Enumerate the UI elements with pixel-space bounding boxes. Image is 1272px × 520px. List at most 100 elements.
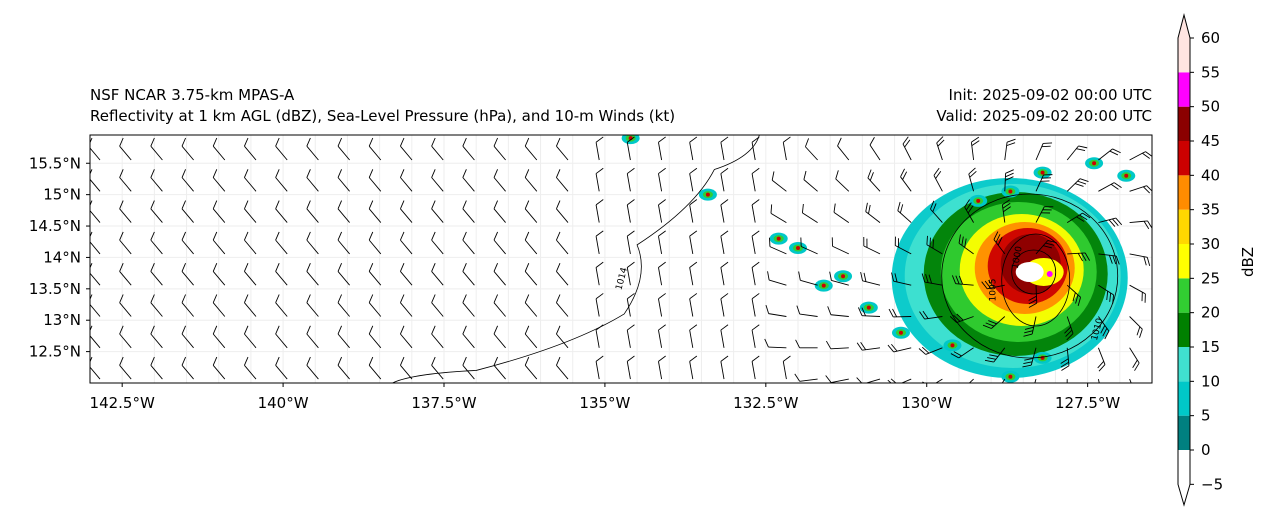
isobar-1005 xyxy=(1001,233,1071,327)
barb-shaft xyxy=(658,298,663,317)
barb-flag xyxy=(306,294,311,303)
barb-shaft xyxy=(150,365,163,380)
barb-flag xyxy=(493,200,498,209)
wind-barb xyxy=(968,167,977,192)
barb-shaft xyxy=(751,267,756,286)
barb-flag xyxy=(431,294,436,303)
barb-flag xyxy=(1066,333,1074,341)
barb-flag xyxy=(181,325,186,335)
barb-shaft xyxy=(751,236,756,254)
convective-cell xyxy=(950,343,955,348)
barb-flag xyxy=(119,137,124,147)
wind-barb xyxy=(493,325,506,349)
reflectivity-max xyxy=(1046,270,1053,277)
barb-flag xyxy=(1006,142,1016,147)
wind-barb xyxy=(119,231,132,255)
convective-cell xyxy=(705,192,710,197)
barb-flag xyxy=(1076,148,1086,152)
barb-flag xyxy=(181,356,186,366)
wind-barb xyxy=(771,171,787,192)
wind-barb xyxy=(212,137,226,161)
wind-barb xyxy=(658,355,666,380)
convective-cell xyxy=(1092,161,1097,166)
barb-flag xyxy=(894,236,896,246)
barb-shaft xyxy=(181,208,194,223)
wind-barb xyxy=(90,169,101,192)
wind-barb xyxy=(626,230,635,254)
barb-shaft xyxy=(181,271,194,286)
barb-shaft xyxy=(368,302,382,317)
convective-cell xyxy=(841,274,846,279)
barb-shaft xyxy=(400,145,413,161)
wind-barb xyxy=(751,167,760,192)
barb-flag xyxy=(1042,209,1052,211)
wind-barb xyxy=(951,275,974,286)
barb-flag xyxy=(831,237,833,247)
barb-flag xyxy=(971,140,980,146)
barb-flag xyxy=(929,237,931,247)
isobar-label: 1014 xyxy=(614,266,630,291)
wind-barb xyxy=(1129,220,1152,230)
wind-barb xyxy=(1129,151,1152,161)
wind-barb xyxy=(462,325,475,349)
barb-shaft xyxy=(830,314,849,317)
wind-barb xyxy=(556,200,569,223)
barb-flag xyxy=(212,231,218,241)
wind-barb xyxy=(626,199,635,223)
colorbar-segment xyxy=(1178,415,1190,450)
barb-flag xyxy=(1143,186,1150,194)
barb-flag xyxy=(904,139,911,148)
barb-shaft xyxy=(337,333,350,349)
barb-flag xyxy=(337,325,342,335)
barb-flag xyxy=(1045,242,1055,246)
barb-flag xyxy=(595,355,604,362)
barb-flag xyxy=(595,293,604,300)
barb-shaft xyxy=(493,239,506,255)
barb-flag xyxy=(900,168,905,178)
barb-flag xyxy=(181,231,186,241)
barb-flag xyxy=(1077,253,1084,262)
barb-flag xyxy=(891,343,898,352)
barb-shaft xyxy=(368,333,382,349)
wind-barb xyxy=(720,324,729,348)
barb-flag xyxy=(627,293,635,300)
barb-flag xyxy=(897,201,901,211)
barb-flag xyxy=(524,356,530,366)
wind-barb xyxy=(90,137,101,161)
wind-barb xyxy=(1035,174,1053,192)
barb-shaft xyxy=(751,173,756,192)
wind-barb xyxy=(798,271,818,286)
barb-shaft xyxy=(862,378,881,383)
barb-shaft xyxy=(493,333,506,349)
barb-flag xyxy=(400,200,405,209)
barb-flag xyxy=(275,294,280,303)
wind-barb xyxy=(922,378,943,383)
wind-barb xyxy=(90,231,101,255)
barb-shaft xyxy=(658,236,663,254)
barb-flag xyxy=(275,325,280,335)
wind-barb xyxy=(493,200,506,223)
convective-cell xyxy=(776,236,781,241)
wind-barb xyxy=(1066,178,1089,192)
barb-flag xyxy=(462,325,467,335)
barb-shaft xyxy=(831,378,849,383)
barb-flag xyxy=(925,273,929,283)
wind-barb xyxy=(119,356,132,380)
barb-flag xyxy=(1108,255,1113,264)
wind-barb xyxy=(751,199,760,223)
barb-flag xyxy=(857,307,863,316)
barb-flag xyxy=(969,171,977,178)
barb-flag xyxy=(863,272,867,282)
barb-flag xyxy=(658,199,666,206)
wind-barb xyxy=(626,355,635,380)
barb-flag xyxy=(1023,391,1032,397)
wind-barb xyxy=(658,167,666,192)
barb-flag xyxy=(275,231,280,241)
barb-shaft xyxy=(119,145,132,161)
wind-barb xyxy=(1004,169,1014,192)
barb-shaft xyxy=(595,142,600,161)
wind-barb xyxy=(556,294,569,317)
barb-flag xyxy=(1110,183,1119,190)
barb-flag xyxy=(244,356,249,366)
